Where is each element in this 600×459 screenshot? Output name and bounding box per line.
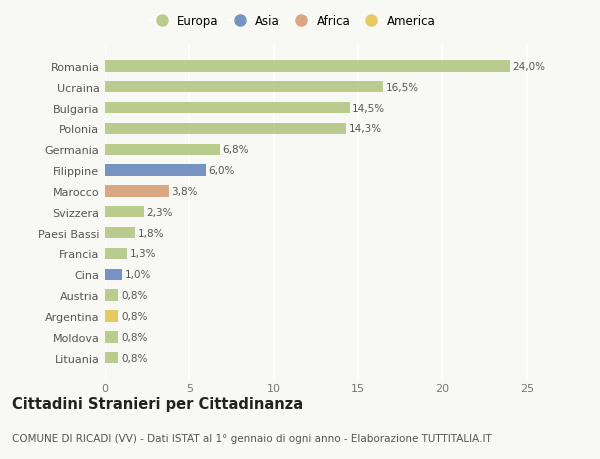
Text: 16,5%: 16,5% [386,83,419,93]
Legend: Europa, Asia, Africa, America: Europa, Asia, Africa, America [150,15,436,28]
Bar [105,123,346,135]
Bar [105,207,144,218]
Text: COMUNE DI RICADI (VV) - Dati ISTAT al 1° gennaio di ogni anno - Elaborazione TUT: COMUNE DI RICADI (VV) - Dati ISTAT al 1°… [12,433,492,443]
Bar [105,227,136,239]
Text: 14,5%: 14,5% [352,103,385,113]
Text: 6,8%: 6,8% [222,145,249,155]
Text: 1,8%: 1,8% [138,228,164,238]
Text: 1,3%: 1,3% [130,249,156,259]
Bar [105,290,118,301]
Text: 0,8%: 0,8% [121,311,148,321]
Text: 0,8%: 0,8% [121,353,148,363]
Text: 6,0%: 6,0% [209,166,235,176]
Text: 24,0%: 24,0% [512,62,545,72]
Bar [105,103,350,114]
Text: 1,0%: 1,0% [124,270,151,280]
Text: 0,8%: 0,8% [121,291,148,301]
Bar [105,331,118,343]
Text: 0,8%: 0,8% [121,332,148,342]
Bar [105,248,127,260]
Bar [105,311,118,322]
Text: 2,3%: 2,3% [146,207,173,217]
Bar [105,269,122,280]
Bar [105,144,220,156]
Bar [105,186,169,197]
Bar [105,61,510,73]
Text: 3,8%: 3,8% [172,186,198,196]
Bar [105,352,118,364]
Bar [105,82,383,93]
Bar [105,165,206,176]
Text: 14,3%: 14,3% [349,124,382,134]
Text: Cittadini Stranieri per Cittadinanza: Cittadini Stranieri per Cittadinanza [12,396,303,411]
